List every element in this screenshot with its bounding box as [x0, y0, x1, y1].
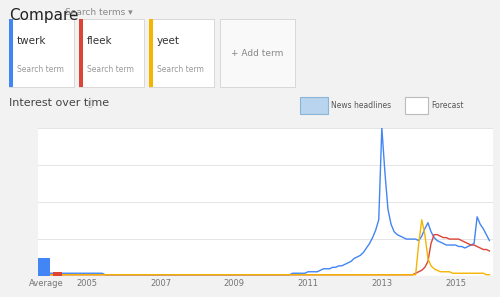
Bar [38, 258, 50, 276]
Bar [149, 19, 152, 87]
Text: Compare: Compare [9, 8, 78, 23]
Bar [79, 19, 82, 87]
Bar [79, 19, 144, 87]
Text: ⓘ: ⓘ [88, 99, 92, 108]
Bar [53, 272, 62, 276]
Bar [9, 19, 74, 87]
Text: + Add term: + Add term [232, 49, 283, 58]
Text: Search term: Search term [157, 65, 204, 74]
Bar [220, 19, 295, 87]
Text: Search terms ▾: Search terms ▾ [65, 8, 132, 17]
Text: Forecast: Forecast [431, 101, 464, 110]
Text: Search term: Search term [17, 65, 64, 74]
Text: fleek: fleek [87, 36, 112, 46]
Text: Search term: Search term [87, 65, 134, 74]
Bar [405, 97, 427, 114]
Text: News headlines: News headlines [331, 101, 391, 110]
Bar [9, 19, 13, 87]
Text: yeet: yeet [157, 36, 180, 46]
Bar [149, 19, 214, 87]
Text: Interest over time: Interest over time [9, 98, 109, 108]
Bar [300, 97, 328, 114]
Text: twerk: twerk [17, 36, 46, 46]
